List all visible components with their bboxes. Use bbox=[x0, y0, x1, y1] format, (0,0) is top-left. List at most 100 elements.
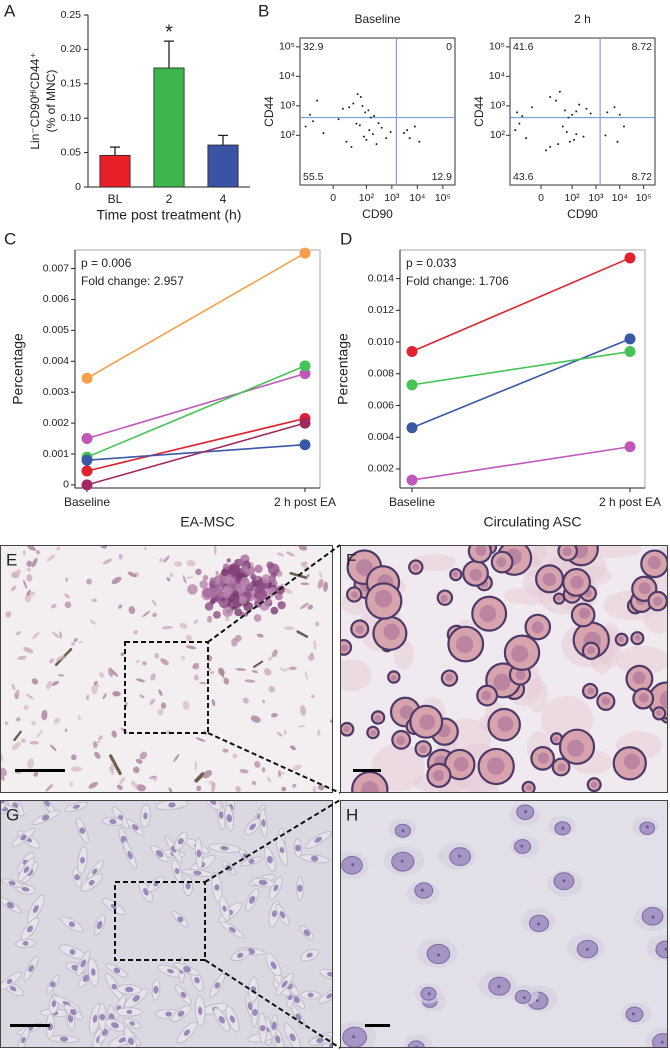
nucleolus bbox=[457, 854, 461, 858]
nucleus bbox=[237, 952, 244, 958]
y-tick-label: 0.002 bbox=[43, 417, 69, 429]
y-tick-label: 10⁴ bbox=[279, 70, 295, 82]
data-point bbox=[299, 360, 311, 372]
cell-nucleus bbox=[557, 763, 567, 772]
nucleus bbox=[326, 993, 333, 999]
stained-fragment bbox=[64, 601, 72, 609]
stained-fragment bbox=[195, 737, 206, 742]
micrograph bbox=[0, 800, 333, 1048]
cell-nucleus bbox=[618, 635, 624, 642]
nucleus bbox=[79, 827, 86, 834]
cell-nucleus bbox=[361, 781, 379, 793]
stained-cluster bbox=[222, 563, 230, 571]
stained-fragment bbox=[304, 671, 308, 681]
stained-fragment bbox=[24, 593, 32, 603]
stained-fragment bbox=[198, 681, 207, 685]
cell-nucleus bbox=[412, 563, 420, 571]
event-dot bbox=[555, 99, 558, 102]
stained-fragment bbox=[15, 689, 20, 698]
cell-nucleus bbox=[537, 752, 550, 764]
x-tick-label: 10⁵ bbox=[435, 192, 451, 204]
plot-frame bbox=[299, 37, 456, 186]
nucleus bbox=[261, 819, 266, 827]
stained-fragment bbox=[56, 546, 61, 551]
stained-fragment bbox=[45, 784, 54, 792]
cell-nucleus bbox=[638, 692, 649, 703]
stained-fragment bbox=[300, 705, 306, 716]
nucleolus bbox=[520, 844, 524, 848]
stained-fragment bbox=[153, 777, 158, 782]
panel-letter: B bbox=[258, 1, 269, 20]
micrograph-border bbox=[340, 800, 668, 1048]
y-tick-label: 0.20 bbox=[61, 43, 82, 55]
cell-nucleus bbox=[432, 769, 445, 782]
stained-fragment bbox=[64, 593, 70, 599]
x-axis-label: Circulating ASC bbox=[483, 514, 581, 530]
stained-fragment bbox=[202, 770, 213, 779]
stained-fragment bbox=[317, 579, 324, 589]
quadrant-label: 12.9 bbox=[432, 171, 453, 183]
event-dot bbox=[545, 149, 548, 152]
stained-fragment bbox=[239, 768, 249, 774]
quadrant-label: 8.72 bbox=[632, 41, 653, 53]
bar bbox=[153, 67, 185, 188]
stained-cluster bbox=[254, 586, 263, 595]
micrograph bbox=[340, 800, 668, 1048]
stained-fragment bbox=[118, 604, 122, 609]
stained-fragment bbox=[182, 700, 190, 710]
nucleus bbox=[32, 905, 39, 913]
stained-fragment bbox=[73, 638, 78, 643]
cell-nucleus bbox=[351, 591, 359, 599]
stained-cluster bbox=[277, 601, 286, 610]
stained-fragment bbox=[282, 587, 293, 594]
event-dot bbox=[622, 125, 625, 128]
stained-fragment bbox=[215, 570, 219, 576]
stained-fragment bbox=[23, 550, 26, 556]
nucleus bbox=[20, 834, 27, 841]
stained-fragment bbox=[16, 630, 21, 636]
stained-fragment bbox=[150, 673, 156, 681]
nucleus bbox=[293, 996, 300, 1004]
y-axis-label: CD44 bbox=[262, 96, 276, 127]
nucleus bbox=[49, 981, 56, 988]
cell-nucleus bbox=[481, 690, 492, 701]
y-tick-label: 10⁵ bbox=[489, 41, 505, 53]
cell-nucleus bbox=[511, 645, 529, 663]
stained-fragment bbox=[131, 780, 138, 789]
y-tick-label: 0.007 bbox=[43, 262, 69, 274]
stained-fragment bbox=[166, 577, 171, 582]
y-tick-label: 0.004 bbox=[368, 431, 394, 443]
x-tick-label: 2 h post EA bbox=[599, 495, 661, 509]
zoom-box bbox=[114, 881, 206, 961]
nucleolus bbox=[420, 888, 424, 892]
cell-nucleus bbox=[440, 594, 448, 603]
y-tick-label: 0.15 bbox=[61, 78, 82, 90]
stained-fragment bbox=[26, 589, 32, 596]
stained-cluster bbox=[202, 575, 209, 581]
nucleolus bbox=[352, 1035, 356, 1039]
x-tick-label: 10⁴ bbox=[612, 192, 628, 204]
stained-fragment bbox=[256, 633, 264, 638]
stained-cluster bbox=[268, 575, 277, 583]
stained-fragment bbox=[225, 616, 230, 622]
nucleus bbox=[295, 1013, 302, 1021]
nucleolus bbox=[631, 1012, 635, 1016]
zoom-connector bbox=[207, 544, 341, 643]
event-dot bbox=[521, 115, 524, 118]
y-tick-label: 0.10 bbox=[61, 112, 82, 124]
event-dot bbox=[585, 107, 588, 110]
stained-fragment bbox=[27, 545, 36, 551]
stained-fragment bbox=[279, 667, 286, 672]
stained-fragment bbox=[290, 666, 297, 671]
nucleus bbox=[218, 1016, 225, 1024]
stained-fragment bbox=[222, 748, 229, 753]
stained-fragment bbox=[182, 575, 187, 584]
stained-fragment bbox=[173, 754, 180, 763]
zoom-connector bbox=[204, 799, 341, 883]
nucleus bbox=[414, 882, 434, 899]
stained-fragment bbox=[149, 775, 157, 779]
x-tick-label: 10³ bbox=[384, 192, 400, 204]
stained-fragment bbox=[310, 652, 314, 657]
stained-fragment bbox=[32, 632, 40, 639]
stained-fragment bbox=[71, 766, 82, 772]
